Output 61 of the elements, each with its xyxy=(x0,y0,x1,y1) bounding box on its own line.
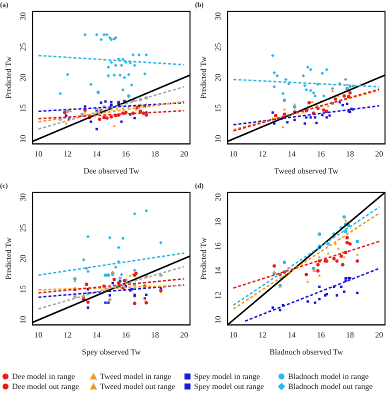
y-tick-label: 10 xyxy=(18,316,28,324)
x-tick-label: 18 xyxy=(151,330,160,340)
x-tick-label: 12 xyxy=(258,330,267,340)
y-tick-label: 12 xyxy=(214,291,223,300)
legend-label: Dee model in range xyxy=(12,372,75,381)
y-tick-label: 10 xyxy=(18,134,28,143)
legend-label: Bladnoch model in range xyxy=(288,372,369,381)
legend-label: Spey model in range xyxy=(194,372,260,381)
y-tick-label: 15 xyxy=(18,285,28,294)
x-tick-label: 20 xyxy=(180,330,188,340)
legend-label: Bladnoch model out range xyxy=(288,382,373,391)
x-tick-label: 18 xyxy=(346,150,354,159)
x-tick-label: 20 xyxy=(375,330,384,340)
y-tick-label: 14 xyxy=(214,266,223,275)
x-tick-label: 14 xyxy=(92,330,101,340)
x-tick-label: 16 xyxy=(122,150,130,159)
y-tick-label: 10 xyxy=(214,316,223,324)
x-axis-title: Dee observed Tw xyxy=(83,166,140,176)
y-tick-label: 20 xyxy=(18,74,28,82)
x-tick-label: 16 xyxy=(316,330,325,340)
y-tick-label: 30 xyxy=(214,12,223,20)
y-tick-label: 16 xyxy=(214,242,223,250)
x-tick-label: 18 xyxy=(346,330,354,340)
x-tick-label: 20 xyxy=(375,150,384,159)
x-tick-label: 16 xyxy=(316,150,325,159)
x-tick-label: 10 xyxy=(34,150,42,159)
legend-label: Dee model out range xyxy=(12,382,79,391)
x-tick-label: 16 xyxy=(122,330,130,340)
y-tick-label: 25 xyxy=(18,224,28,232)
x-axis-title: Bladnoch observed Tw xyxy=(270,347,344,356)
y-tick-label: 15 xyxy=(214,104,223,112)
y-tick-label: 30 xyxy=(18,12,28,20)
x-tick-label: 20 xyxy=(180,150,188,159)
x-tick-label: 14 xyxy=(288,150,296,159)
x-tick-label: 12 xyxy=(258,150,267,159)
y-tick-label: 15 xyxy=(18,104,28,112)
x-axis-title: Spey observed Tw xyxy=(82,347,141,356)
y-axis-title: Predicted Tw xyxy=(198,56,208,99)
y-tick-label: 25 xyxy=(18,42,28,51)
x-tick-label: 12 xyxy=(64,150,72,159)
x-tick-label: 10 xyxy=(229,330,238,340)
legend-label: Tweed model in range xyxy=(100,372,172,381)
y-tick-label: 18 xyxy=(214,218,223,226)
legend-label: Spey model out range xyxy=(194,382,264,391)
y-axis-title: Predicted Tw xyxy=(198,237,208,280)
legend-label: Tweed model out range xyxy=(100,382,176,391)
x-tick-label: 12 xyxy=(64,330,72,340)
y-tick-label: 20 xyxy=(214,193,223,202)
y-tick-label: 10 xyxy=(214,134,223,143)
x-tick-label: 10 xyxy=(34,330,42,340)
y-axis-title: Predicted Tw xyxy=(4,56,13,99)
x-tick-label: 18 xyxy=(151,150,160,159)
y-tick-label: 20 xyxy=(18,254,28,263)
x-axis-title: Tweed observed Tw xyxy=(274,166,339,176)
x-tick-label: 14 xyxy=(92,150,101,159)
x-tick-label: 14 xyxy=(288,330,296,340)
y-tick-label: 20 xyxy=(214,74,223,82)
y-tick-label: 30 xyxy=(18,193,28,202)
x-tick-label: 10 xyxy=(229,150,238,159)
y-tick-label: 25 xyxy=(214,42,223,51)
y-axis-title: Predicted Tw xyxy=(4,237,13,280)
